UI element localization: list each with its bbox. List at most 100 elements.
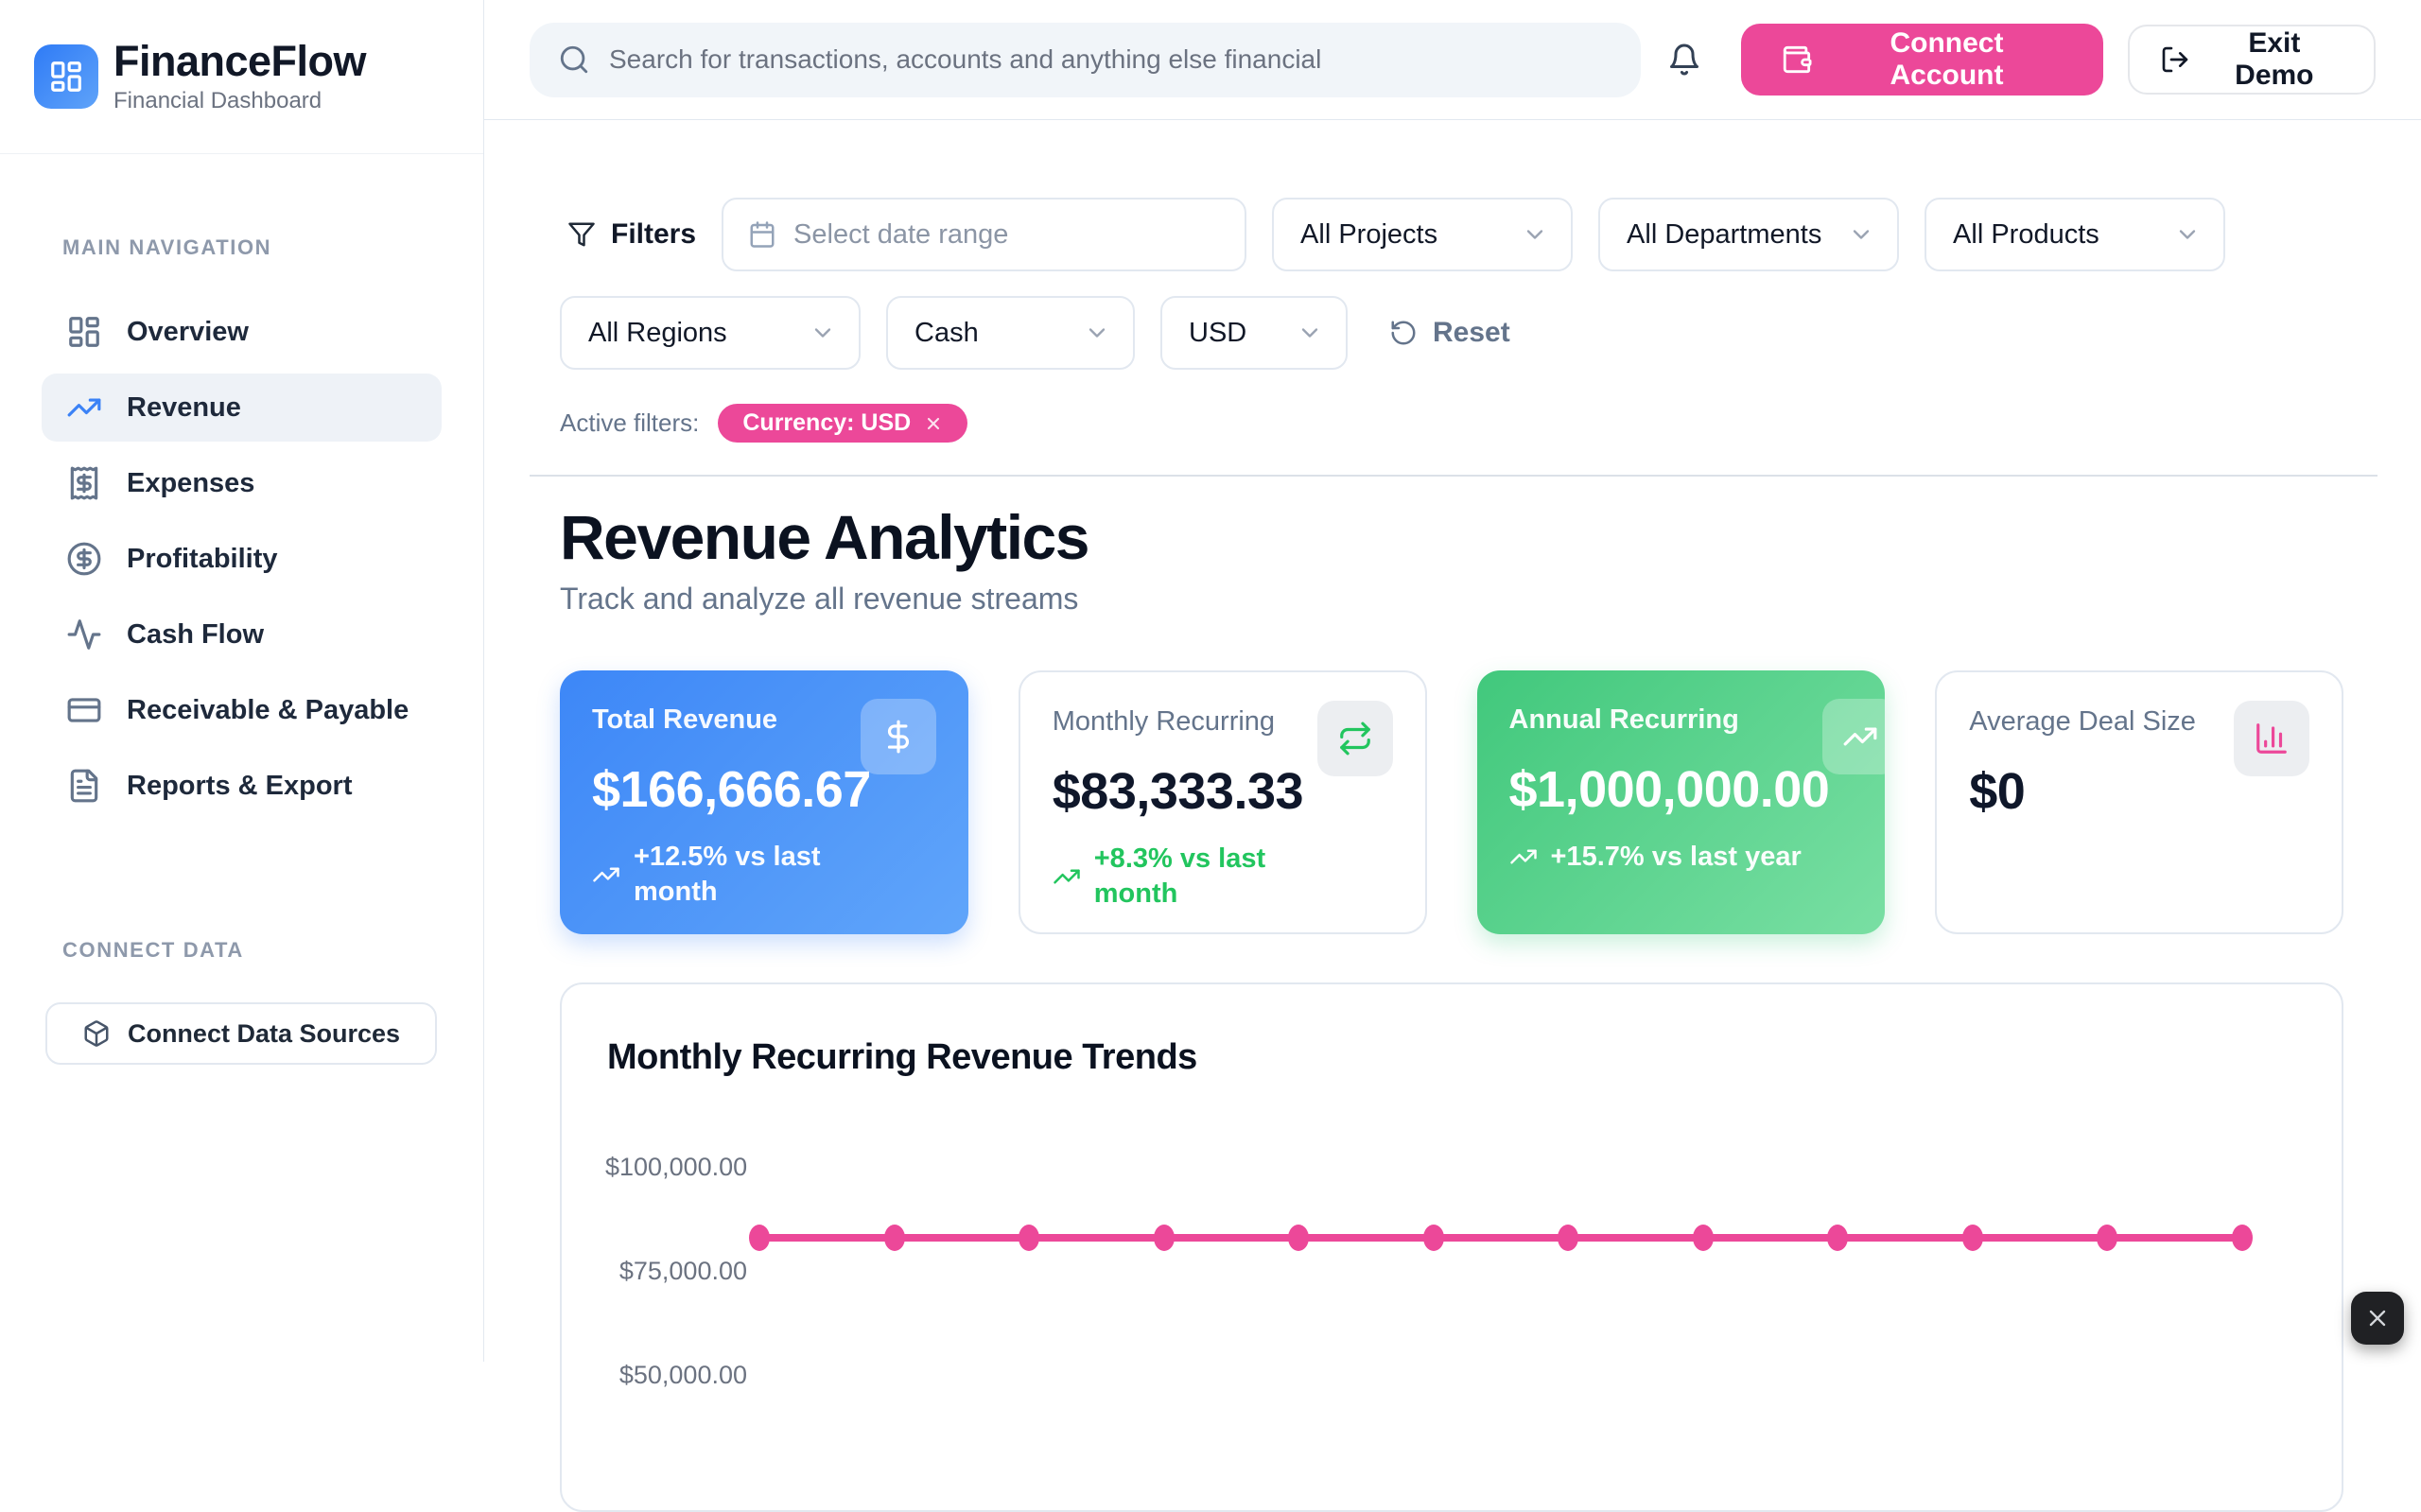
trending-up-icon [1509, 843, 1538, 871]
exit-demo-button[interactable]: Exit Demo [2128, 25, 2376, 95]
data-point [1288, 1225, 1309, 1251]
connect-account-button[interactable]: Connect Account [1741, 24, 2103, 96]
remove-filter-icon[interactable] [924, 414, 943, 433]
currency-dropdown[interactable]: USD [1160, 296, 1348, 370]
metric-trend: +8.3% vs last month [1053, 842, 1393, 911]
departments-dropdown[interactable]: All Departments [1598, 198, 1899, 271]
sidebar-item-expenses[interactable]: Expenses [42, 449, 442, 517]
data-point [1558, 1225, 1578, 1251]
products-dropdown-value: All Products [1953, 219, 2099, 251]
sidebar-item-label: Reports & Export [127, 771, 352, 802]
page-subtitle: Track and analyze all revenue streams [560, 582, 2343, 617]
sidebar-item-label: Cash Flow [127, 619, 264, 651]
sidebar-item-label: Overview [127, 317, 249, 348]
metric-icon-chip [1822, 699, 1885, 774]
reset-label: Reset [1433, 317, 1510, 349]
sidebar-item-revenue[interactable]: Revenue [42, 374, 442, 442]
products-dropdown[interactable]: All Products [1925, 198, 2225, 271]
nav-section-header: MAIN NAVIGATION [62, 235, 442, 258]
close-icon [2364, 1305, 2391, 1331]
filters-title: Filters [611, 218, 696, 251]
method-dropdown-value: Cash [914, 318, 979, 349]
chevron-down-icon [1522, 221, 1548, 248]
data-point [1962, 1225, 1983, 1251]
metric-card-average-deal-size: Average Deal Size $0 [1935, 670, 2343, 934]
calendar-icon [748, 220, 776, 249]
method-dropdown[interactable]: Cash [886, 296, 1135, 370]
reset-filters-button[interactable]: Reset [1389, 317, 1510, 349]
y-axis-tick: $50,000.00 [605, 1361, 747, 1390]
data-point [1019, 1225, 1039, 1251]
metric-trend-text: +8.3% vs last month [1094, 842, 1316, 911]
main-navigation: MAIN NAVIGATION Overview Revenue Expense… [0, 235, 483, 820]
metric-card-monthly-recurring: Monthly Recurring $83,333.33 +8.3% vs la… [1019, 670, 1427, 934]
app-tagline: Financial Dashboard [113, 88, 366, 114]
connect-section-header: CONNECT DATA [62, 938, 442, 961]
active-filters-label: Active filters: [560, 408, 699, 438]
sidebar: FinanceFlow Financial Dashboard MAIN NAV… [0, 0, 484, 1362]
app-title: FinanceFlow [113, 40, 366, 82]
file-text-icon [66, 768, 102, 804]
chart-title: Monthly Recurring Revenue Trends [607, 1037, 1197, 1078]
credit-card-icon [66, 692, 102, 728]
trending-up-icon [66, 390, 102, 426]
trending-up-icon [1053, 862, 1081, 891]
sidebar-item-receivable-payable[interactable]: Receivable & Payable [42, 676, 442, 744]
sidebar-item-label: Receivable & Payable [127, 695, 409, 726]
sidebar-item-label: Profitability [127, 544, 278, 575]
exit-demo-label: Exit Demo [2205, 27, 2343, 92]
data-point [1827, 1225, 1848, 1251]
chevron-down-icon [810, 320, 836, 346]
metric-trend: +12.5% vs last month [592, 840, 936, 909]
active-filter-chip[interactable]: Currency: USD [718, 404, 967, 443]
projects-dropdown-value: All Projects [1300, 219, 1437, 251]
chevron-down-icon [1848, 221, 1874, 248]
connect-data-sources-label: Connect Data Sources [128, 1019, 400, 1049]
active-filter-chip-label: Currency: USD [742, 409, 911, 437]
nav-list: Overview Revenue Expenses Profitability … [42, 298, 442, 820]
box-icon [82, 1019, 111, 1048]
date-range-field[interactable] [722, 198, 1246, 271]
data-point [2097, 1225, 2117, 1251]
search-icon [558, 43, 590, 76]
regions-dropdown[interactable]: All Regions [560, 296, 861, 370]
layout-dashboard-icon [48, 59, 84, 95]
log-out-icon [2160, 44, 2190, 75]
y-axis-tick: $100,000.00 [605, 1153, 747, 1182]
data-point [1693, 1225, 1714, 1251]
sidebar-item-overview[interactable]: Overview [42, 298, 442, 366]
data-point [1154, 1225, 1175, 1251]
data-point [1423, 1225, 1444, 1251]
repeat-icon [1337, 721, 1373, 756]
filter-icon [567, 220, 596, 249]
sidebar-item-label: Expenses [127, 468, 254, 499]
receipt-icon [66, 465, 102, 501]
layout-dashboard-icon [66, 314, 102, 350]
filters-row-2: All Regions Cash USD Reset [560, 296, 2343, 370]
sidebar-item-reports-export[interactable]: Reports & Export [42, 752, 442, 820]
sidebar-item-profitability[interactable]: Profitability [42, 525, 442, 593]
connect-data-sources-button[interactable]: Connect Data Sources [45, 1002, 437, 1065]
chevron-down-icon [2174, 221, 2201, 248]
chart-line [759, 1234, 2242, 1242]
notifications-button[interactable] [1667, 43, 1701, 77]
date-range-input[interactable] [793, 219, 1220, 251]
trending-up-icon [1842, 719, 1878, 755]
circle-dollar-icon [66, 541, 102, 577]
search-input[interactable] [609, 44, 1612, 75]
sidebar-item-cash-flow[interactable]: Cash Flow [42, 600, 442, 669]
global-search[interactable] [530, 23, 1641, 97]
close-notification-button[interactable] [2351, 1292, 2404, 1345]
currency-dropdown-value: USD [1189, 318, 1246, 349]
y-axis-tick: $75,000.00 [605, 1257, 747, 1286]
chevron-down-icon [1084, 320, 1110, 346]
filters-row-1: Filters All Projects All Departments All… [560, 198, 2343, 271]
page-title: Revenue Analytics [560, 505, 2343, 570]
bell-icon [1667, 43, 1701, 77]
dollar-sign-icon [880, 719, 916, 755]
sidebar-item-label: Revenue [127, 392, 241, 424]
metric-icon-chip [861, 699, 936, 774]
projects-dropdown[interactable]: All Projects [1272, 198, 1573, 271]
app-logo [34, 44, 98, 109]
activity-icon [66, 617, 102, 652]
